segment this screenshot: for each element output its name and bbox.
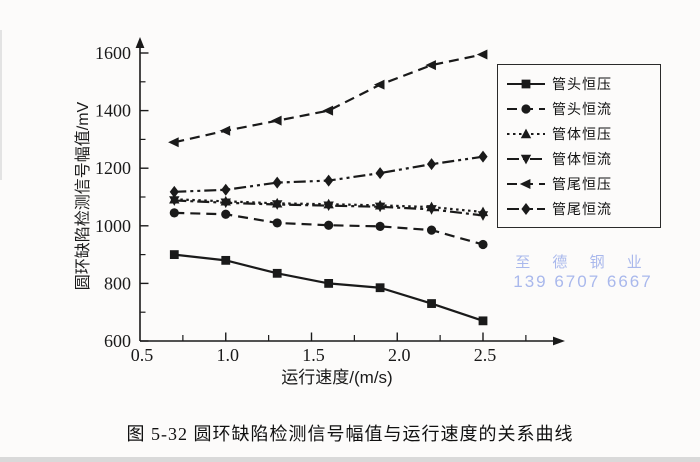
triangle-left-marker: [373, 79, 385, 90]
triangle-down-marker: [426, 205, 437, 215]
legend-item-pipe-body-constant-voltage: 管体恒压: [506, 121, 652, 146]
triangle-left-marker: [168, 137, 179, 148]
diamond-marker: [324, 174, 334, 187]
y-axis-arrow: [135, 37, 145, 48]
triangle-up-marker: [520, 128, 532, 138]
legend-item-pipe-tail-constant-voltage: 管尾恒压: [506, 171, 652, 196]
series-1: [169, 208, 488, 250]
square-marker: [521, 79, 531, 88]
square-marker: [221, 255, 231, 265]
square-marker: [375, 283, 385, 293]
x-tick-label: 2.0: [388, 345, 411, 365]
triangle-down-marker: [169, 196, 180, 206]
square-marker: [324, 279, 334, 288]
circle-marker: [272, 218, 282, 228]
legend-label: 管体恒流: [552, 150, 612, 167]
legend-item-pipe-body-constant-current: 管体恒流: [506, 146, 652, 171]
circle-marker: [221, 209, 231, 219]
y-axis-title: 圆环缺陷检测信号幅值/mV: [74, 101, 92, 290]
triangle-left-marker: [322, 105, 334, 116]
figure-caption: 图 5-32 圆环缺陷检测信号幅值与运行速度的关系曲线: [126, 424, 574, 444]
diamond-marker: [169, 185, 179, 198]
legend-sample-canvas: [507, 154, 545, 164]
x-axis-arrow: [553, 336, 565, 346]
legend-sample-canvas: [507, 79, 545, 88]
legend-item-pipe-head-constant-voltage: 管头恒压: [506, 71, 652, 96]
series-line: [174, 53, 484, 144]
diamond-marker: [221, 183, 231, 196]
triangle-left-marker: [476, 49, 488, 60]
chart-canvas: 600 800 1000 1200 1400 1600 0.5 1.0 1.5 2.0 2.5 运行速…: [74, 37, 565, 387]
triangle-down-marker: [520, 154, 532, 164]
x-tick-label: 2.5: [474, 345, 497, 365]
legend-line-sample: [506, 151, 546, 167]
legend-label: 管尾恒压: [552, 175, 612, 192]
legend-line-sample: [506, 176, 546, 192]
triangle-left-marker: [219, 125, 231, 136]
legend-label: 管头恒压: [552, 75, 612, 92]
circle-marker: [375, 221, 385, 231]
legend-line-sample: [506, 126, 546, 142]
watermark: 至 德 钢 业 139 6707 6667: [508, 253, 658, 291]
triangle-down-marker: [220, 198, 231, 209]
diamond-marker: [478, 150, 488, 163]
circle-marker: [478, 239, 488, 250]
legend-line-sample: [506, 201, 546, 217]
square-marker: [478, 316, 488, 326]
scan-edge-artifact: [0, 30, 2, 180]
legend-sample-canvas: [507, 178, 545, 189]
x-tick-label: 0.5: [131, 345, 154, 365]
diamond-marker: [521, 202, 531, 215]
diamond-marker: [272, 176, 282, 189]
y-tick-label: 1000: [95, 216, 131, 236]
legend: 管头恒压 管头恒流 管体恒压 管体恒流 管尾恒压 管尾恒流: [497, 64, 661, 228]
y-tick-label: 1400: [95, 101, 131, 121]
legend-item-pipe-tail-constant-current: 管尾恒流: [506, 196, 652, 221]
scan-edge-artifact: [0, 457, 700, 462]
series-3: [169, 196, 489, 221]
triangle-down-marker: [374, 202, 386, 213]
triangle-down-marker: [323, 201, 334, 212]
x-axis-title: 运行速度/(m/s): [281, 368, 392, 387]
diamond-marker: [426, 158, 437, 171]
y-tick-label: 1200: [95, 158, 131, 178]
circle-marker: [521, 103, 531, 114]
square-marker: [427, 299, 436, 308]
legend-line-sample: [506, 101, 546, 117]
legend-sample-canvas: [507, 202, 545, 215]
legend-label: 管头恒流: [552, 100, 612, 117]
y-tick-label: 600: [104, 331, 131, 351]
legend-line-sample: [506, 76, 546, 92]
circle-marker: [426, 225, 437, 235]
diamond-marker: [375, 167, 385, 180]
square-marker: [169, 250, 179, 259]
y-tick-label: 1600: [95, 43, 131, 63]
legend-sample-canvas: [507, 128, 545, 138]
x-tick-label: 1.5: [302, 345, 325, 365]
series-5: [169, 150, 488, 198]
triangle-left-marker: [271, 115, 282, 126]
triangle-left-marker: [425, 60, 436, 71]
triangle-down-marker: [272, 200, 283, 210]
legend-item-pipe-head-constant-current: 管头恒流: [506, 96, 652, 121]
legend-label: 管体恒压: [552, 125, 612, 142]
legend-sample-canvas: [507, 103, 545, 114]
square-marker: [272, 268, 282, 278]
watermark-name: 至 德 钢 业: [515, 254, 651, 271]
x-tick-label: 1.0: [217, 345, 240, 365]
circle-marker: [169, 208, 179, 218]
triangle-left-marker: [519, 178, 531, 189]
series-0: [169, 250, 488, 326]
watermark-phone: 139 6707 6667: [513, 272, 653, 291]
circle-marker: [324, 220, 334, 230]
series-4: [168, 49, 488, 148]
triangle-down-marker: [477, 211, 489, 221]
legend-label: 管尾恒流: [552, 200, 612, 217]
y-tick-label: 800: [104, 273, 131, 293]
